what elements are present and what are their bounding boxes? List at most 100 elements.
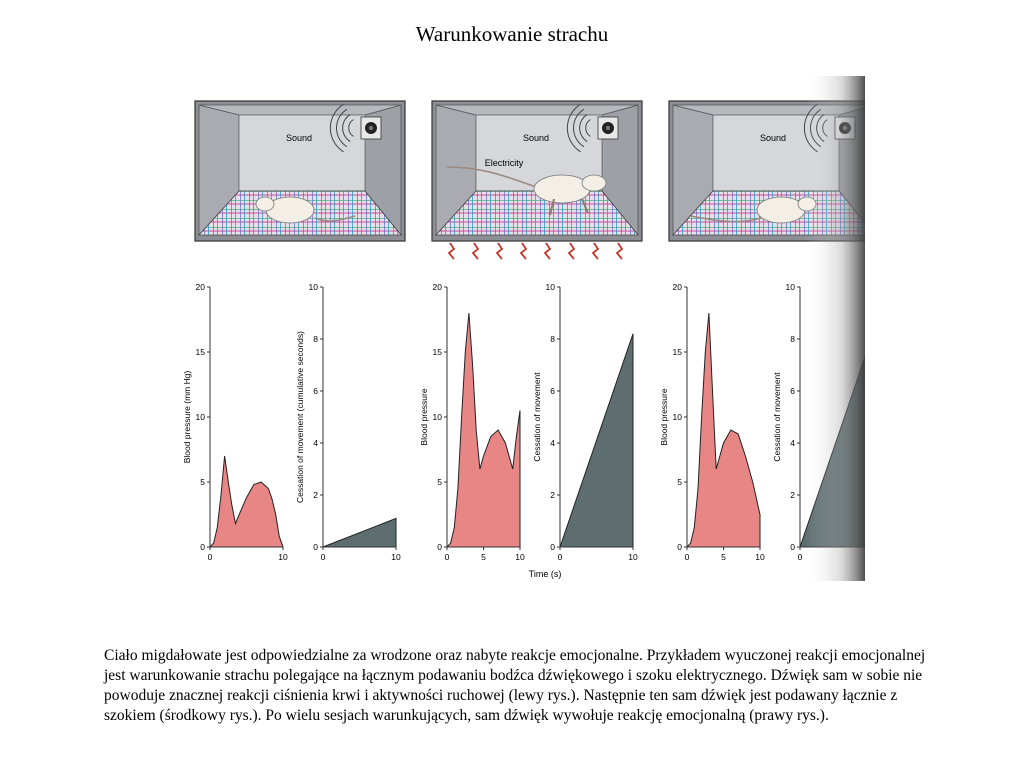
rat-head [255, 196, 275, 212]
experiment-box-middle: Sound Electricity [431, 100, 643, 260]
label-sound: Sound [523, 133, 549, 143]
page-edge-shadow [805, 76, 865, 581]
label-sound: Sound [760, 133, 786, 143]
experiment-box-left: Sound [194, 100, 406, 242]
sound-wave [329, 103, 344, 153]
y-tick-label: 15 [196, 347, 206, 357]
sound-wave [348, 119, 354, 137]
y-tick-label: 0 [550, 542, 555, 552]
y-tick-label: 0 [313, 542, 318, 552]
y-tick-label: 5 [437, 477, 442, 487]
y-tick-label: 8 [790, 334, 795, 344]
y-tick-label: 8 [550, 334, 555, 344]
area-series [445, 312, 521, 548]
y-tick-label: 10 [309, 282, 319, 292]
y-tick-label: 15 [433, 347, 443, 357]
y-tick-label: 10 [546, 282, 556, 292]
y-tick-label: 20 [433, 282, 443, 292]
sound-wave [579, 113, 588, 143]
slide-title: Warunkowanie strachu [415, 22, 609, 46]
y-tick-label: 20 [673, 282, 683, 292]
y-tick-label: 0 [677, 542, 682, 552]
y-tick-label: 5 [677, 477, 682, 487]
x-tick-label: 0 [321, 552, 326, 562]
rat-leg [549, 198, 555, 216]
fear-conditioning-figure: Sound Sound Electricity Sound 0 5 10 15 20 0 10 Bl… [155, 76, 865, 581]
sound-wave [566, 103, 581, 153]
x-tick-label: 10 [391, 552, 401, 562]
y-axis-label: Cessation of movement [772, 372, 782, 462]
sound-wave [585, 119, 591, 137]
label-sound: Sound [286, 133, 312, 143]
shock-icon [591, 242, 600, 260]
rat-leg [581, 198, 589, 214]
shock-icon [519, 242, 528, 260]
y-tick-label: 10 [433, 412, 443, 422]
y-tick-label: 8 [313, 334, 318, 344]
area-series [322, 517, 397, 548]
area-series [559, 333, 634, 548]
y-tick-label: 4 [790, 438, 795, 448]
chart-middle-blood-pressure: 0 5 10 15 20 0 5 10 Blood pressure [419, 282, 525, 562]
sound-wave [335, 108, 348, 148]
y-tick-label: 10 [196, 412, 206, 422]
y-tick-label: 6 [313, 386, 318, 396]
chart-right-blood-pressure: 0 5 10 15 20 0 5 10 Blood pressure [659, 282, 765, 562]
y-tick-label: 0 [790, 542, 795, 552]
x-tick-label: 0 [685, 552, 690, 562]
x-tick-label: 5 [481, 552, 486, 562]
y-tick-label: 6 [550, 386, 555, 396]
y-tick-label: 15 [673, 347, 683, 357]
y-tick-label: 0 [437, 542, 442, 552]
shock-icon [447, 242, 456, 260]
y-tick-label: 4 [550, 438, 555, 448]
x-tick-label: 0 [558, 552, 563, 562]
x-tick-label: 0 [208, 552, 213, 562]
rat-tail [314, 215, 356, 222]
y-tick-label: 4 [313, 438, 318, 448]
x-tick-label: 10 [515, 552, 525, 562]
x-tick-label: 0 [445, 552, 450, 562]
area-series [208, 455, 284, 548]
y-tick-label: 2 [790, 490, 795, 500]
sound-wave [342, 113, 351, 143]
label-electricity: Electricity [485, 158, 524, 168]
shock-icon [567, 242, 576, 260]
rat-icon [446, 166, 607, 216]
rat-body [533, 174, 591, 204]
y-tick-label: 0 [200, 542, 205, 552]
x-tick-label: 10 [628, 552, 638, 562]
speaker-center [368, 125, 374, 131]
rat-tail [690, 215, 762, 223]
rat-tail [446, 166, 543, 190]
x-tick-label: 10 [278, 552, 288, 562]
y-tick-label: 6 [790, 386, 795, 396]
shock-icon [615, 242, 624, 260]
rat-body [756, 196, 806, 224]
shock-icon [471, 242, 480, 260]
x-tick-label: 10 [755, 552, 765, 562]
y-axis-label: Blood pressure [659, 388, 669, 445]
y-tick-label: 20 [196, 282, 206, 292]
y-tick-label: 5 [200, 477, 205, 487]
time-axis-label: Time (s) [529, 569, 562, 579]
rat-icon [255, 196, 356, 224]
shock-icon [543, 242, 552, 260]
y-tick-label: 10 [786, 282, 796, 292]
chart-middle-cessation: 0 2 4 6 8 10 0 10 Cessation of movement [532, 282, 638, 562]
y-tick-label: 2 [313, 490, 318, 500]
y-tick-label: 2 [550, 490, 555, 500]
sound-wave [572, 108, 585, 148]
shock-icon [495, 242, 504, 260]
x-tick-label: 0 [798, 552, 803, 562]
speaker-center [605, 125, 611, 131]
y-axis-label: Cessation of movement (cumulative second… [295, 331, 305, 503]
y-axis-label: Blood pressure (mm Hg) [182, 371, 192, 464]
x-tick-label: 5 [721, 552, 726, 562]
y-axis-label: Blood pressure [419, 388, 429, 445]
area-series [685, 312, 761, 548]
chart-left-blood-pressure: 0 5 10 15 20 0 10 Blood pressure (mm Hg) [182, 282, 288, 562]
chart-left-cessation: 0 2 4 6 8 10 0 10 Cessation of movement (cumulat… [295, 282, 401, 562]
y-tick-label: 10 [673, 412, 683, 422]
